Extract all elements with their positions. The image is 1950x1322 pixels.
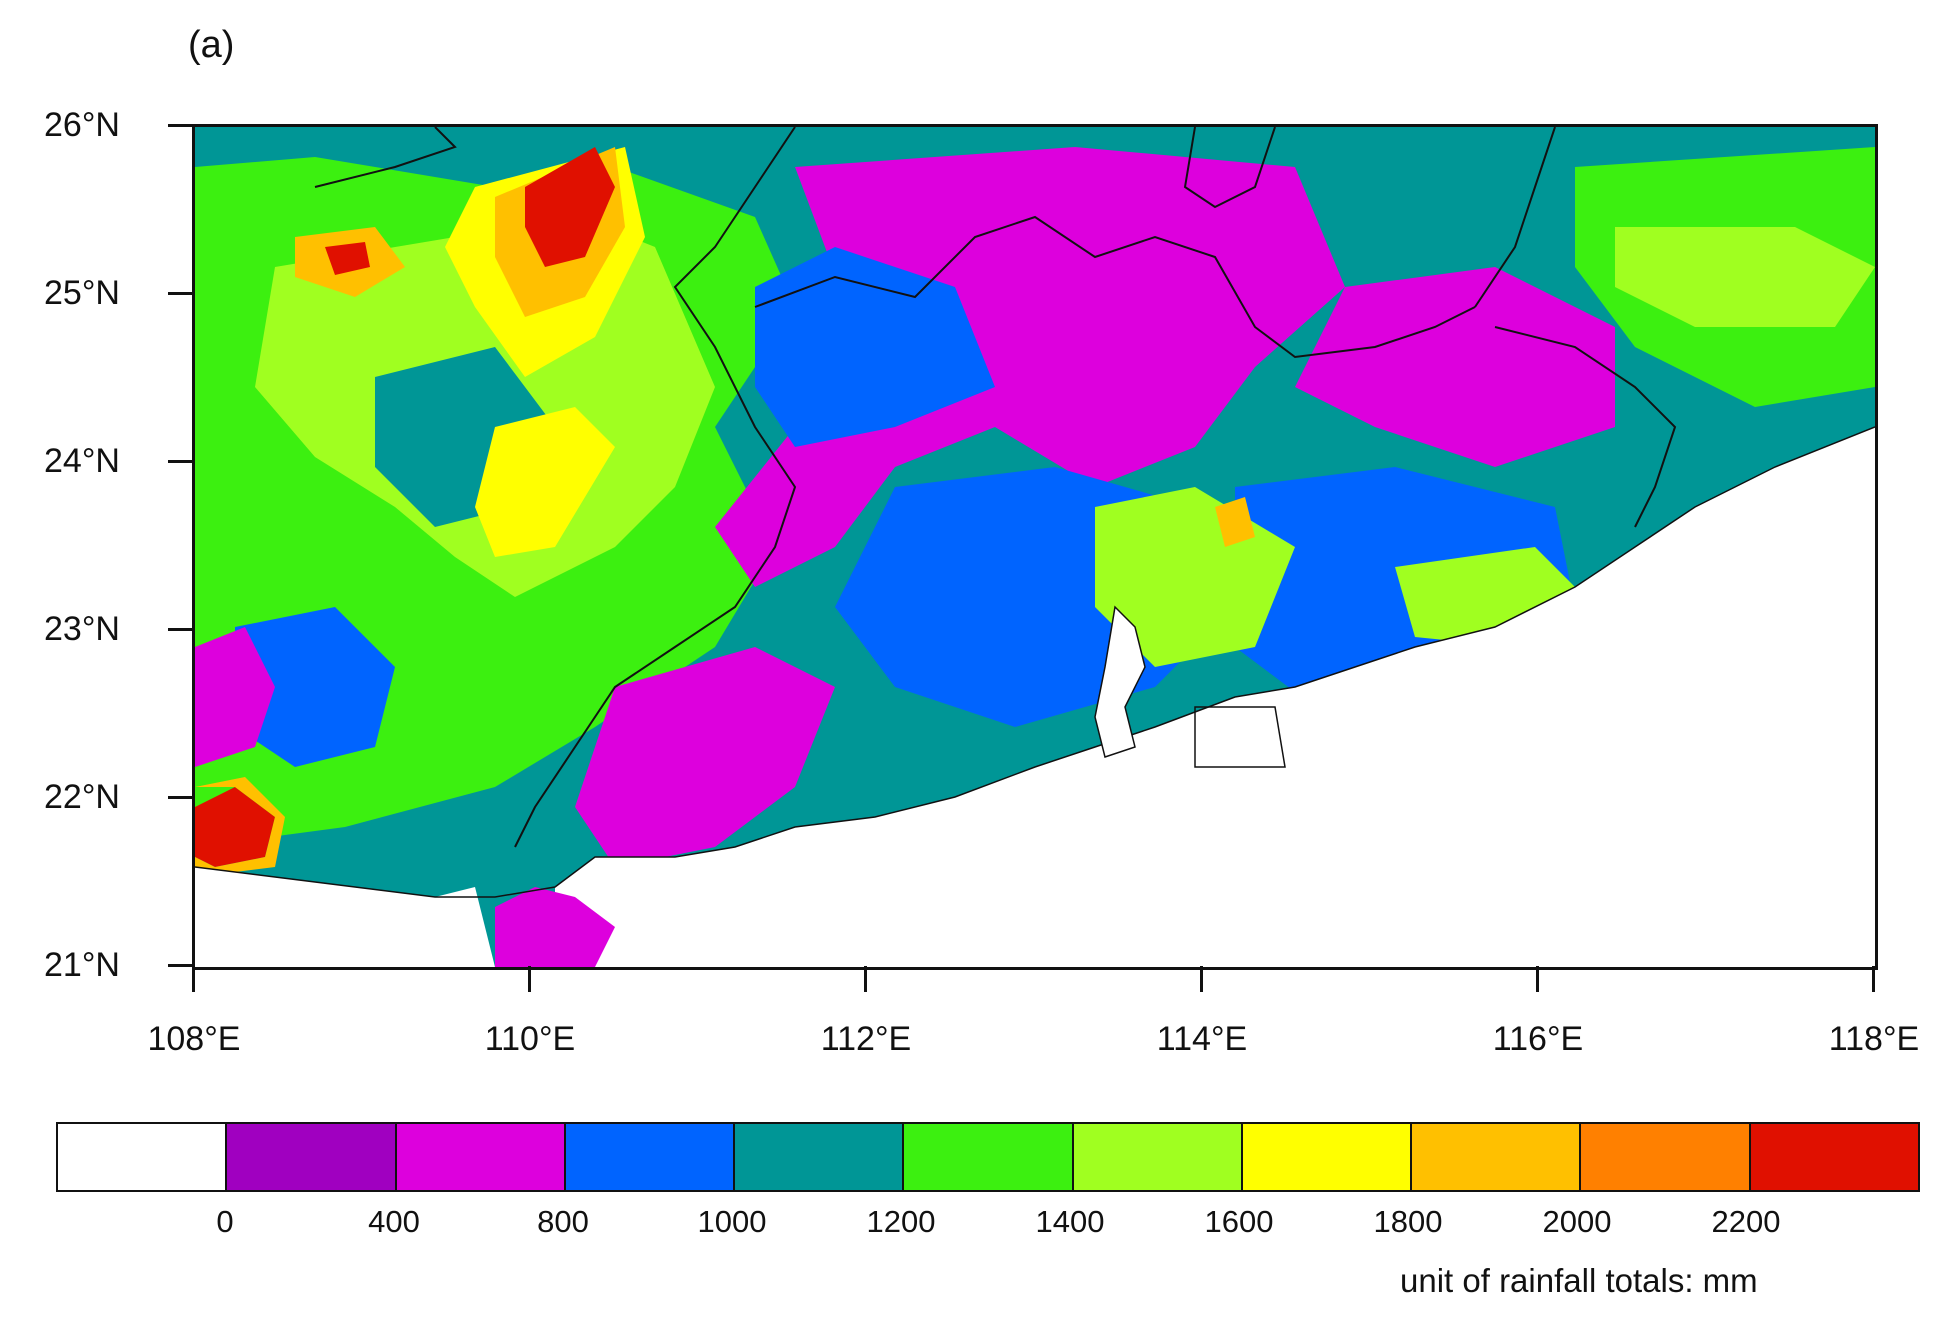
coastline (195, 426, 1875, 898)
blue-belt-1 (755, 247, 995, 447)
lat-label-26: 26°N (44, 106, 120, 144)
south-china-sea (555, 427, 1875, 967)
lon-label-110: 110°E (484, 1020, 576, 1058)
unit-note: unit of rainfall totals: mm (1400, 1262, 1758, 1299)
rainfall-field (195, 127, 1875, 967)
province-boundary-east (1474, 127, 1677, 528)
colorbar (56, 1122, 1920, 1192)
lon-tick-114 (1200, 966, 1203, 992)
lat-tick-23 (168, 628, 194, 631)
central-magenta-zone (715, 147, 1345, 587)
leizhou-peninsula (495, 887, 615, 967)
northwest-red-spot (325, 242, 370, 275)
province-boundary-north (754, 215, 1476, 359)
central-yellow-band (475, 407, 615, 557)
colorbar-box-6 (1073, 1124, 1243, 1190)
west-blue-patch (235, 607, 395, 767)
lon-tick-110 (528, 966, 531, 992)
southwest-orange-edge (195, 777, 285, 872)
lat-label-21: 21°N (44, 946, 120, 984)
province-boundary-northeast (1183, 127, 1276, 209)
lon-label-114: 114°E (1156, 1020, 1248, 1058)
lon-label-118: 118°E (1828, 1020, 1920, 1058)
colorbar-label-400: 400 (368, 1204, 420, 1239)
colorbar-box-3 (565, 1124, 736, 1190)
lon-label-108: 108°E (147, 1020, 241, 1058)
lon-label-112: 112°E (820, 1020, 912, 1058)
southwest-red-max (195, 787, 275, 867)
colorbar-box-2 (396, 1124, 566, 1190)
colorbar-label-2000: 2000 (1542, 1204, 1612, 1239)
lat-tick-25 (168, 292, 194, 295)
delta-orange-spot (1215, 497, 1255, 547)
gulf-of-tonkin (195, 867, 495, 967)
north-red-max (525, 147, 615, 267)
lat-label-24: 24°N (44, 442, 120, 480)
colorbar-label-1200: 1200 (866, 1204, 936, 1239)
colorbar-box-5 (904, 1124, 1074, 1190)
colorbar-box-7 (1242, 1124, 1413, 1190)
colorbar-box-9 (1581, 1124, 1751, 1190)
lon-label-116: 116°E (1492, 1020, 1584, 1058)
east-lime-band (1615, 227, 1875, 327)
hong-kong-box (1194, 706, 1286, 768)
colorbar-box-8 (1412, 1124, 1582, 1190)
lon-tick-108 (192, 966, 195, 992)
lon-tick-112 (864, 966, 867, 992)
colorbar-label-1800: 1800 (1373, 1204, 1443, 1239)
west-magenta-patch (195, 627, 275, 767)
lat-tick-26 (168, 124, 194, 127)
colorbar-box-10 (1750, 1124, 1918, 1190)
colorbar-box-4 (735, 1124, 905, 1190)
lon-tick-116 (1536, 966, 1539, 992)
colorbar-label-2200: 2200 (1711, 1204, 1781, 1239)
lat-tick-24 (168, 460, 194, 463)
east-magenta-zone (1295, 267, 1615, 467)
province-boundary-west (314, 127, 797, 848)
lon-tick-118 (1872, 966, 1875, 992)
lat-tick-21 (168, 964, 194, 967)
lat-tick-22 (168, 796, 194, 799)
lat-label-23: 23°N (44, 610, 120, 648)
rainfall-map (192, 124, 1878, 970)
panel-label: (a) (188, 24, 235, 66)
colorbar-box-0 (58, 1124, 228, 1190)
colorbar-label-800: 800 (537, 1204, 589, 1239)
lat-label-22: 22°N (44, 778, 120, 816)
colorbar-label-0: 0 (216, 1204, 234, 1239)
lat-label-25: 25°N (44, 274, 120, 312)
colorbar-label-1000: 1000 (697, 1204, 767, 1239)
south-magenta-zone (575, 647, 835, 867)
colorbar-label-1400: 1400 (1035, 1204, 1105, 1239)
pearl-river-estuary (1094, 605, 1146, 758)
colorbar-box-1 (227, 1124, 397, 1190)
colorbar-label-1600: 1600 (1204, 1204, 1274, 1239)
